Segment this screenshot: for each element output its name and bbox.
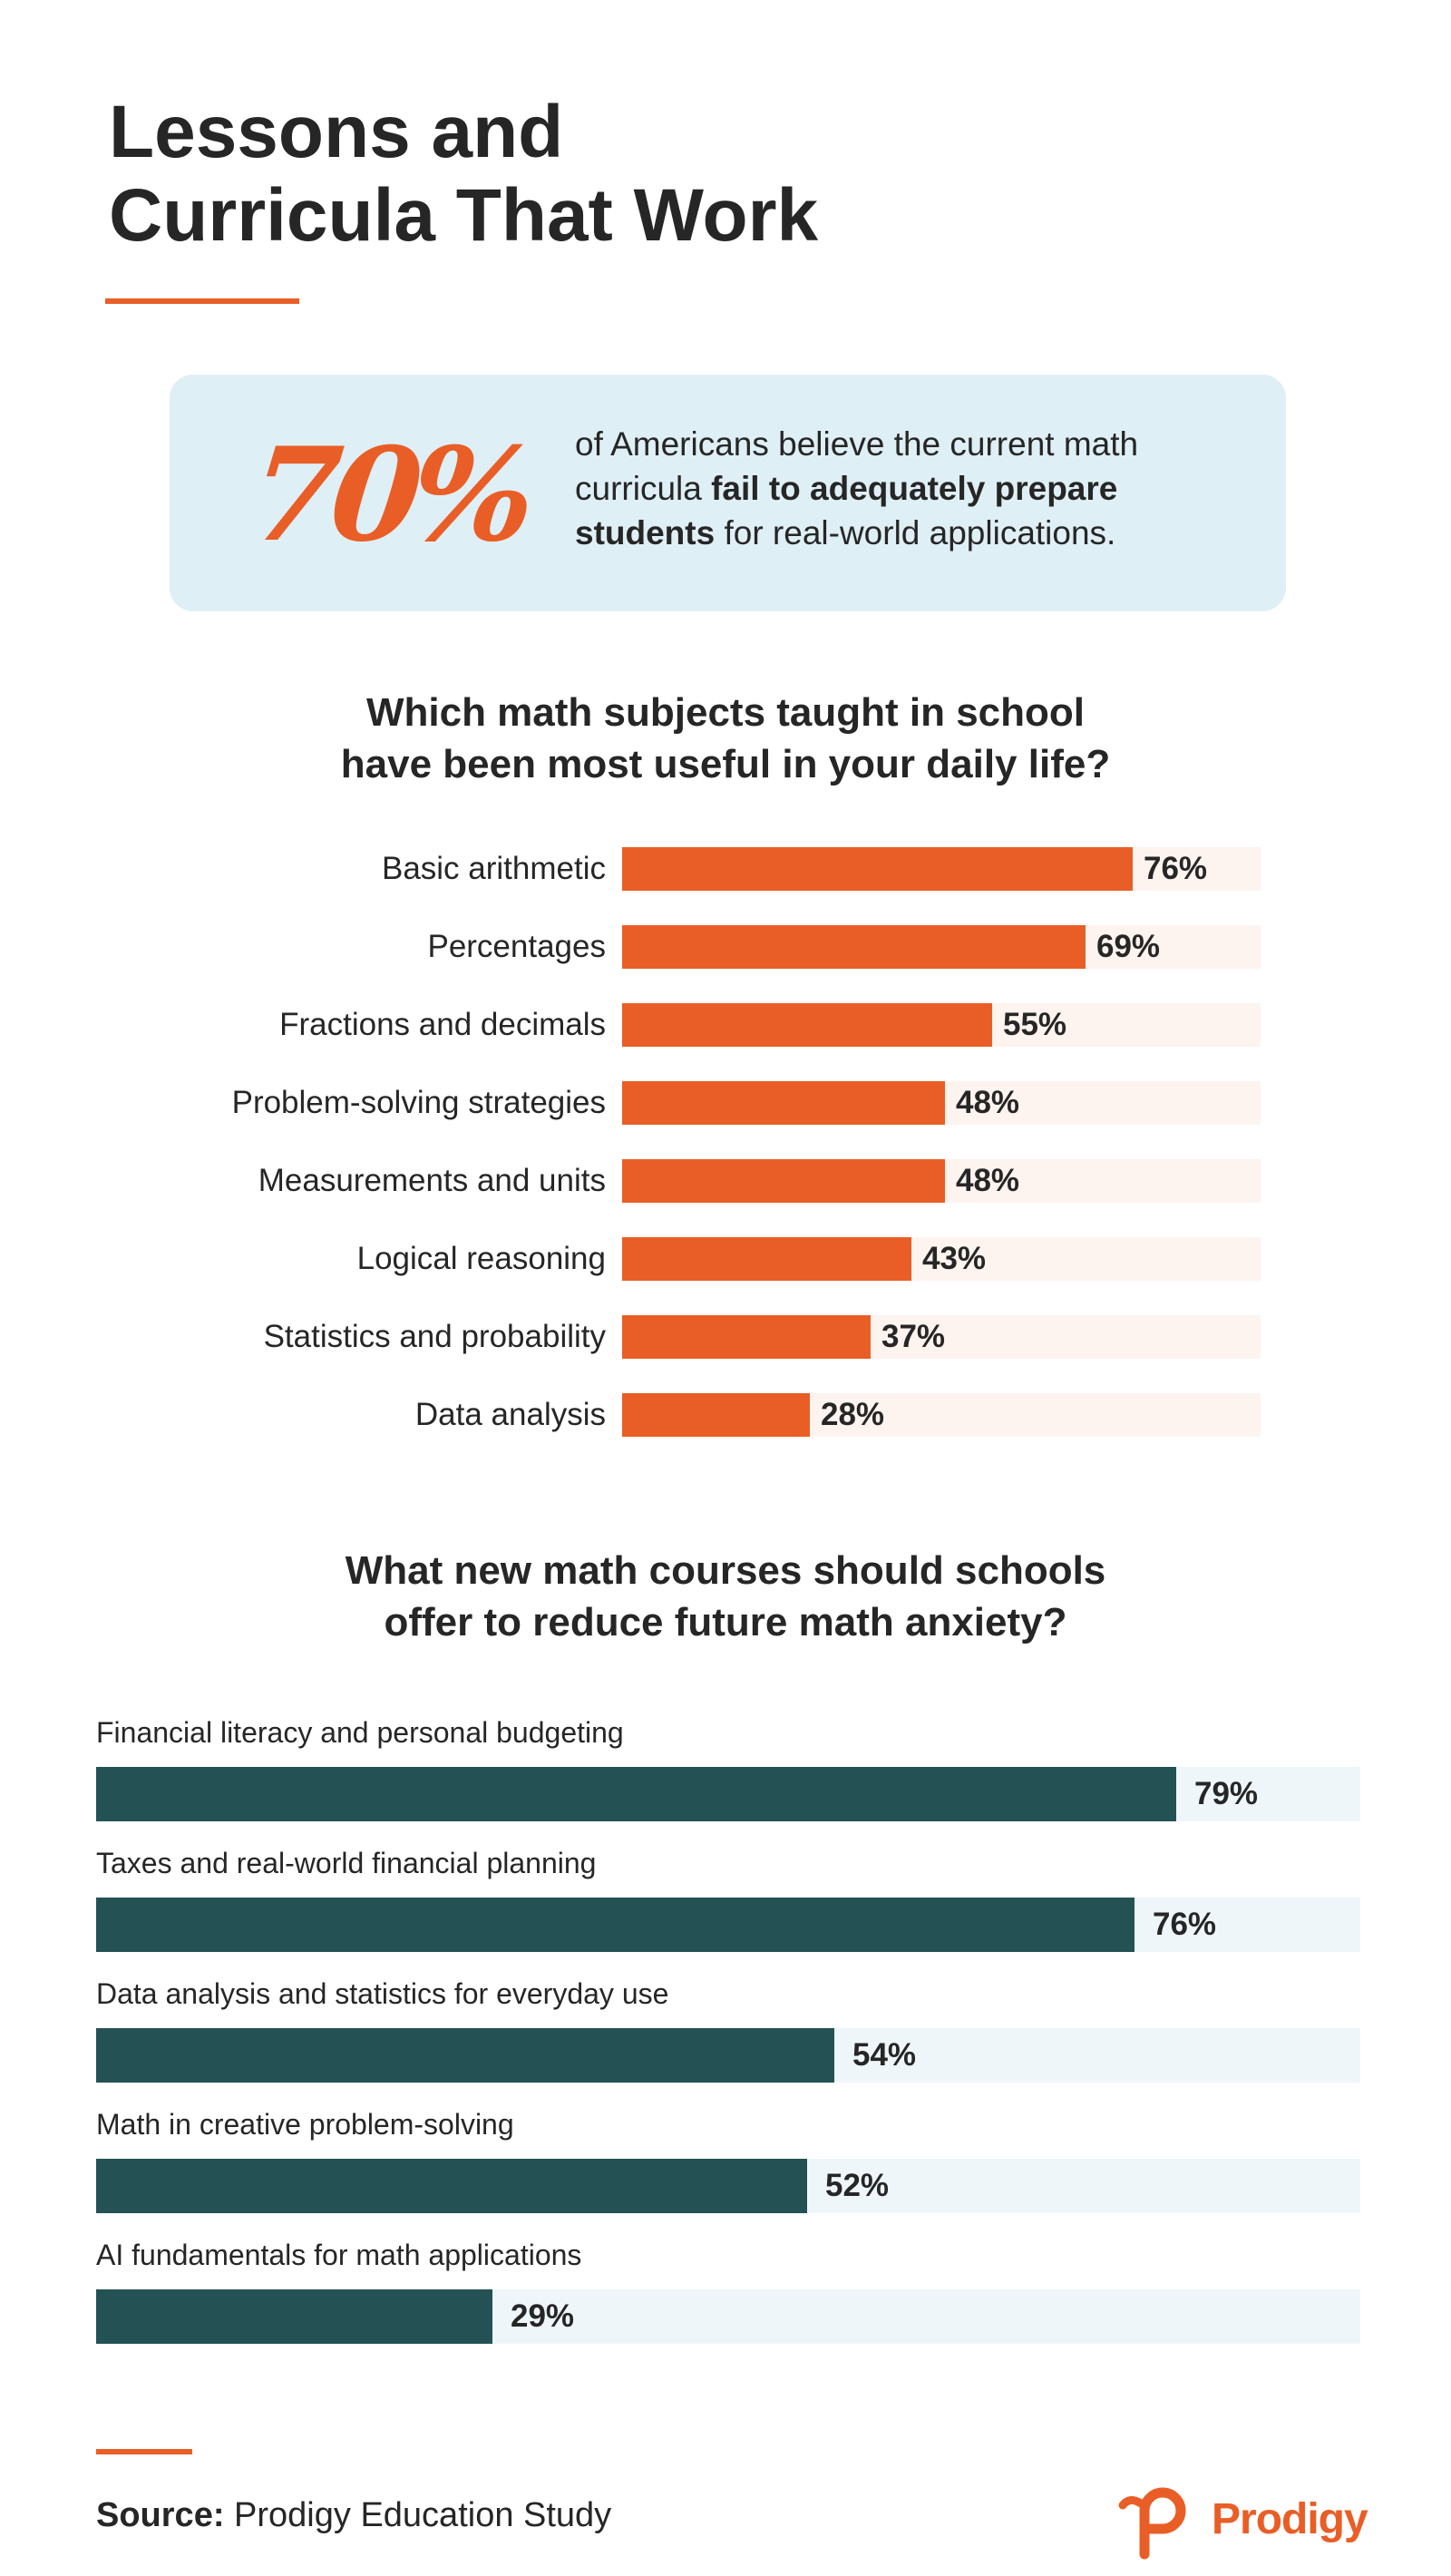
chart1-value-label: 37% <box>881 1319 946 1354</box>
chart1-bar-track: 28% <box>622 1393 1261 1437</box>
chart1-title-line-2: have been most useful in your daily life… <box>340 742 1111 786</box>
chart2-row: AI fundamentals for math applications 29% <box>96 2237 1360 2346</box>
chart1-category-label: Fractions and decimals <box>279 1007 606 1042</box>
prodigy-logo-icon <box>1118 2487 1186 2560</box>
stat-callout: 70% of Americans believe the current mat… <box>170 375 1286 611</box>
chart2-bar <box>96 2289 492 2344</box>
chart1-bar <box>622 1081 945 1125</box>
chart1-title-line-1: Which math subjects taught in school <box>365 690 1086 735</box>
chart2-bar-track: 52% <box>96 2159 1360 2213</box>
chart2-row: Math in creative problem-solving 52% <box>96 2106 1360 2215</box>
source-text: Prodigy Education Study <box>224 2496 612 2534</box>
chart2-row: Financial literacy and personal budgetin… <box>96 1714 1360 1823</box>
chart2-category-label: AI fundamentals for math applications <box>96 2239 582 2271</box>
callout-stat: 70% <box>243 420 534 571</box>
chart2-bar-track: 29% <box>96 2289 1360 2344</box>
chart1-value-label: 76% <box>1144 851 1208 886</box>
chart1-row: Data analysis 28% <box>0 1393 1451 1437</box>
chart1-bar-track: 76% <box>622 847 1261 891</box>
chart2-bar <box>96 1767 1176 1821</box>
chart1-category-label: Logical reasoning <box>356 1241 606 1276</box>
source-label: Source: <box>96 2496 225 2534</box>
chart1-row: Problem-solving strategies 48% <box>0 1081 1451 1125</box>
chart2-row: Taxes and real-world financial planning 7… <box>96 1845 1360 1954</box>
chart2-category-label: Financial literacy and personal budgetin… <box>96 1716 624 1749</box>
chart2-bar <box>96 2159 807 2213</box>
chart1-bar-track: 48% <box>622 1159 1261 1203</box>
chart2-category-label: Taxes and real-world financial planning <box>96 1847 597 1879</box>
title-line-2: Curricula That Work <box>109 174 819 257</box>
chart1-category-label: Problem-solving strategies <box>231 1085 606 1120</box>
chart2-bar-track: 79% <box>96 1767 1360 1821</box>
chart1-bar <box>622 1003 992 1047</box>
chart1-row: Measurements and units 48% <box>0 1159 1451 1203</box>
chart1-bar <box>622 847 1133 891</box>
chart2-value-label: 52% <box>825 2168 890 2203</box>
chart1-value-label: 43% <box>922 1241 987 1276</box>
chart1-bar <box>622 1315 871 1359</box>
chart2-category-label: Math in creative problem-solving <box>96 2108 514 2141</box>
chart1-bar-track: 55% <box>622 1003 1261 1047</box>
chart2-value-label: 29% <box>511 2298 575 2334</box>
chart2-title-line-2: offer to reduce future math anxiety? <box>384 1600 1067 1644</box>
chart1-bar-track: 37% <box>622 1315 1261 1359</box>
chart2-bar <box>96 1898 1135 1952</box>
chart2-bar <box>96 2028 834 2083</box>
logo-wordmark: Prodigy <box>1212 2495 1368 2543</box>
chart1-value-label: 48% <box>956 1085 1020 1120</box>
chart1-category-label: Data analysis <box>414 1397 606 1432</box>
title-underline <box>105 298 299 304</box>
chart1-bar <box>622 925 1086 969</box>
callout-text: of Americans believe the current math cu… <box>575 422 1228 555</box>
chart1-category-label: Percentages <box>427 929 606 964</box>
chart1-value-label: 69% <box>1096 929 1161 964</box>
chart1-row: Logical reasoning 43% <box>0 1237 1451 1281</box>
chart1-category-label: Measurements and units <box>258 1163 606 1198</box>
chart1-value-label: 28% <box>821 1397 885 1432</box>
chart2-value-label: 79% <box>1194 1776 1259 1811</box>
callout-text-bold: fail to adequately prepare students <box>575 470 1118 551</box>
prodigy-logo: Prodigy <box>1117 2474 1371 2561</box>
chart1-value-label: 48% <box>956 1163 1020 1198</box>
chart2-title-line-1: What new math courses should schools <box>345 1548 1106 1593</box>
chart1-bar <box>622 1237 911 1281</box>
chart1-bar <box>622 1393 810 1437</box>
callout-text-post: for real-world applications. <box>715 514 1116 551</box>
chart1-category-label: Basic arithmetic <box>381 851 606 886</box>
title-line-1: Lessons and <box>109 91 564 173</box>
chart2-value-label: 54% <box>852 2037 917 2073</box>
chart2-row: Data analysis and statistics for everyda… <box>96 1976 1360 2084</box>
chart2-bar-track: 54% <box>96 2028 1360 2083</box>
chart2-bar-track: 76% <box>96 1898 1360 1952</box>
callout-text-pre: of Americans believe the current math cu… <box>575 425 1139 507</box>
source-note: Source: Prodigy Education Study <box>96 2493 611 2538</box>
page-title: Lessons and Curricula That Work <box>109 91 818 258</box>
chart1-bar-track: 69% <box>622 925 1261 969</box>
chart1-category-label: Statistics and probability <box>263 1319 606 1354</box>
chart2-category-label: Data analysis and statistics for everyda… <box>96 1977 669 2010</box>
chart1-row: Fractions and decimals 55% <box>0 1003 1451 1047</box>
chart1-row: Basic arithmetic 76% <box>0 847 1451 891</box>
chart1-title: Which math subjects taught in school hav… <box>0 687 1451 790</box>
chart2-title: What new math courses should schools off… <box>0 1545 1451 1648</box>
chart1-bar-track: 48% <box>622 1081 1261 1125</box>
footer-rule <box>96 2449 192 2454</box>
chart1-row: Statistics and probability 37% <box>0 1315 1451 1359</box>
chart1-value-label: 55% <box>1003 1007 1067 1042</box>
chart1-row: Percentages 69% <box>0 925 1451 969</box>
chart1-bar <box>622 1159 945 1203</box>
chart1-bar-track: 43% <box>622 1237 1261 1281</box>
chart2-value-label: 76% <box>1153 1907 1217 1942</box>
